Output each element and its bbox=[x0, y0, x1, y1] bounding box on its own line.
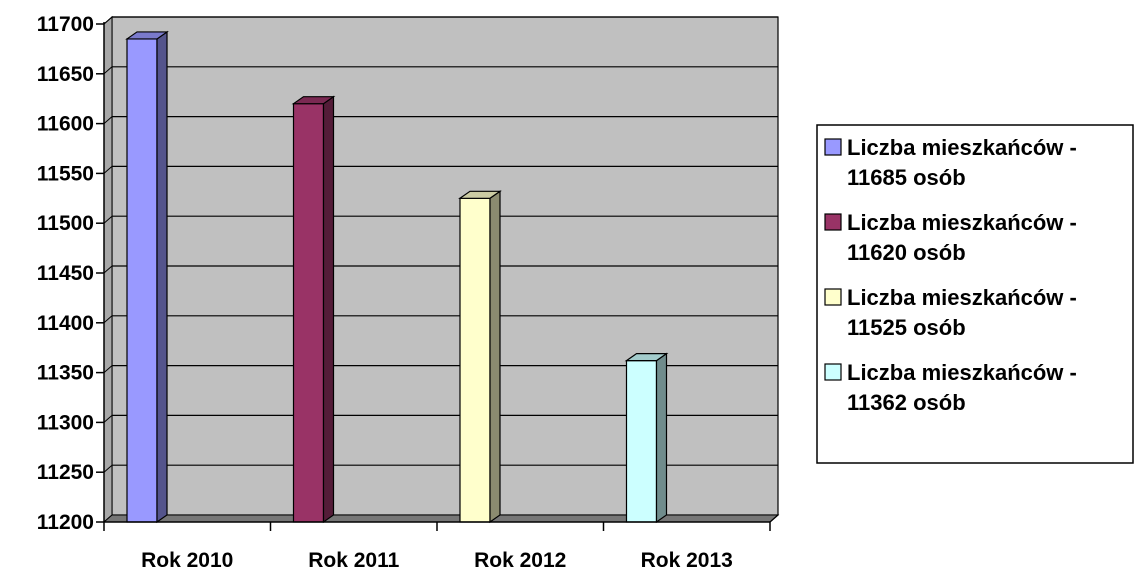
y-tick-label: 11200 bbox=[37, 511, 94, 534]
bar-front bbox=[459, 197, 491, 523]
bars bbox=[125, 30, 669, 524]
x-tick-label: Rok 2010 bbox=[141, 549, 233, 572]
y-tick-label: 11250 bbox=[37, 461, 94, 484]
gridline-side bbox=[103, 415, 113, 423]
bar-front bbox=[126, 38, 158, 523]
x-tick-label: Rok 2012 bbox=[474, 549, 566, 572]
gridline-side bbox=[103, 166, 113, 174]
gridline-side bbox=[103, 16, 113, 25]
legend-label-line1: Liczba mieszkańców - bbox=[847, 360, 1077, 385]
gridline-side bbox=[103, 315, 113, 324]
bar-rok-2011 bbox=[291, 95, 336, 524]
bar-side bbox=[655, 352, 668, 524]
bar-rok-2013 bbox=[624, 352, 669, 524]
legend-label-line2: 11362 osób bbox=[847, 390, 966, 415]
bar-front bbox=[625, 360, 658, 523]
legend-label-line2: 11685 osób bbox=[847, 165, 966, 190]
gridline-side bbox=[103, 365, 113, 373]
x-tick-label: Rok 2013 bbox=[641, 549, 733, 572]
y-tick-label: 11400 bbox=[37, 312, 94, 335]
y-tick-label: 11550 bbox=[37, 162, 94, 185]
legend-item: Liczba mieszkańców - 11525 osób bbox=[824, 285, 1077, 340]
gridline-side bbox=[103, 215, 113, 224]
legend-label-line1: Liczba mieszkańców - bbox=[847, 210, 1077, 235]
legend-item: Liczba mieszkańców - 11620 osób bbox=[824, 210, 1077, 265]
bar-side bbox=[489, 190, 501, 524]
bar-side bbox=[156, 30, 168, 524]
bar-top bbox=[125, 31, 169, 40]
plot-floor bbox=[102, 514, 780, 523]
axes: 11200 11250 11300 11350 11400 11450 11500 11550… bbox=[37, 13, 779, 572]
x-tick-label: Rok 2011 bbox=[308, 549, 399, 572]
legend-label-line1: Liczba mieszkańców - bbox=[847, 285, 1077, 310]
bar-rok-2010 bbox=[125, 30, 169, 524]
bar-front bbox=[292, 103, 325, 523]
legend-swatch bbox=[824, 288, 842, 306]
legend-label-line2: 11525 osób bbox=[847, 315, 966, 340]
x-axis-end bbox=[769, 514, 779, 523]
bar-top bbox=[458, 190, 502, 199]
y-tick-label: 11600 bbox=[37, 113, 94, 136]
legend-label-line2: 11620 osób bbox=[847, 240, 966, 265]
gridline-side bbox=[103, 116, 113, 124]
legend-label-line1: Liczba mieszkańców - bbox=[847, 135, 1077, 160]
legend-item: Liczba mieszkańców - 11362 osób bbox=[824, 360, 1077, 415]
gridline-side bbox=[103, 265, 113, 274]
y-tick-label: 11300 bbox=[37, 411, 94, 434]
bar-side bbox=[322, 95, 335, 524]
plot-area bbox=[102, 15, 780, 524]
y-tick-label: 11350 bbox=[37, 362, 94, 385]
y-tick-label: 11450 bbox=[37, 262, 94, 285]
y-tick-label: 11500 bbox=[37, 212, 94, 235]
legend-box bbox=[816, 124, 1134, 464]
legend-swatch bbox=[824, 213, 842, 231]
legend-item: Liczba mieszkańców - 11685 osób bbox=[824, 135, 1077, 190]
legend-swatch bbox=[824, 138, 842, 156]
legend-swatch bbox=[824, 363, 842, 381]
y-tick-label: 11700 bbox=[37, 13, 94, 36]
gridline-side bbox=[103, 464, 113, 473]
bar-top bbox=[624, 353, 669, 362]
y-tick-label: 11650 bbox=[37, 63, 94, 86]
bar-top bbox=[291, 96, 336, 105]
bar-rok-2012 bbox=[458, 190, 502, 524]
gridline-side bbox=[103, 66, 113, 75]
